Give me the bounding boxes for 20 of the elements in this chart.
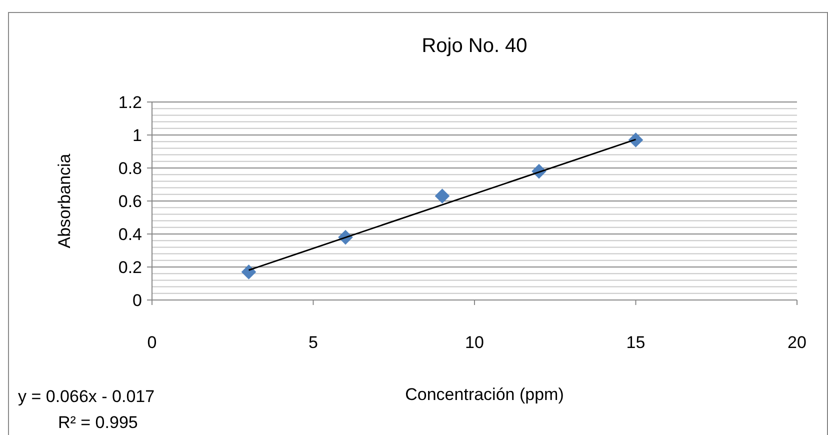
- point: [241, 264, 256, 280]
- x-tick-label: 20: [788, 333, 806, 352]
- text: R² = 0.995: [58, 413, 138, 432]
- y-tick-label: 0: [132, 290, 142, 310]
- y-tick-label: 0.4: [118, 224, 142, 244]
- y-axis-title: Absorbancia: [55, 153, 74, 248]
- x-tick-label: 10: [465, 333, 484, 352]
- x-tick-label: 15: [626, 333, 646, 352]
- x-tick-label: 0: [147, 333, 157, 352]
- point: [434, 188, 450, 204]
- x-axis-title: Concentración (ppm): [405, 385, 564, 404]
- y-tick-label: 1.2: [118, 92, 142, 112]
- y-tick-label: 1: [132, 126, 142, 145]
- y-tick-label: 0.2: [118, 258, 142, 277]
- chart-title: Rojo No. 40: [422, 35, 528, 57]
- y-tick-label: 0.8: [118, 158, 142, 178]
- point: [628, 132, 644, 148]
- x-tick-label: 5: [308, 333, 318, 352]
- text: y = 0.066x - 0.017: [18, 387, 155, 406]
- y-tick-label: 0.6: [118, 192, 142, 211]
